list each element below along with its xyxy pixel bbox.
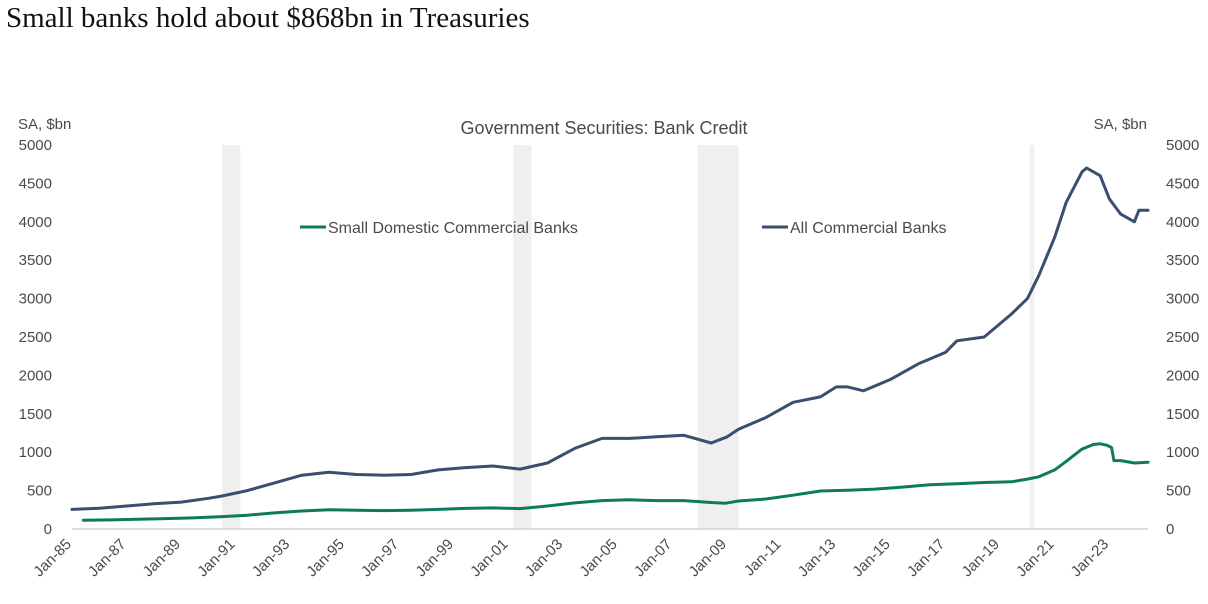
y-axis-label-left: SA, $bn [18,116,71,133]
series-line-all-banks [70,166,1150,511]
legend-label: All Commercial Banks [790,220,946,237]
x-tick-label: Jan-13 [795,536,839,580]
y-tick-left: 1000 [19,444,52,461]
recession-band-2 [513,145,532,529]
recession-band-4 [1029,145,1035,529]
x-tick-label: Jan-91 [194,536,238,580]
x-tick-label: Jan-97 [358,536,402,580]
x-tick-label: Jan-85 [30,536,74,580]
y-tick-right: 3500 [1166,252,1199,269]
legend-label: Small Domestic Commercial Banks [328,220,578,237]
x-tick-label: Jan-21 [1013,536,1057,580]
recession-band-1 [222,145,241,529]
x-tick-label: Jan-03 [522,536,566,580]
y-tick-left: 0 [44,521,52,538]
x-tick-labels: Jan-85 Jan-87 Jan-89 Jan-91 Jan-93 Jan-95 Jan-… [30,536,1112,580]
y-tick-left: 2000 [19,367,52,384]
y-tick-right: 1500 [1166,406,1199,423]
y-tick-right: 0 [1166,521,1174,538]
series-lines [70,166,1150,522]
y-tick-right: 4500 [1166,175,1199,192]
x-tick-label: Jan-87 [85,536,129,580]
recession-bands [222,145,1035,529]
y-tick-left: 500 [27,483,52,500]
x-tick-label: Jan-89 [140,536,184,580]
y-tick-right: 2500 [1166,329,1199,346]
y-tick-labels: 0 0 500 500 1000 1000 1500 1500 2000 2000 2500 2500… [19,137,1200,538]
x-tick-label: Jan-11 [741,536,785,580]
y-tick-left: 4000 [19,214,52,231]
x-tick-label: Jan-01 [467,536,511,580]
chart-title: Government Securities: Bank Credit [460,118,747,138]
y-tick-left: 5000 [19,137,52,154]
y-tick-left: 3000 [19,291,52,308]
headline: Small banks hold about $868bn in Treasur… [6,2,530,34]
legend: Small Domestic Commercial Banks All Comme… [300,220,946,237]
y-tick-right: 2000 [1166,367,1199,384]
y-tick-left: 3500 [19,252,52,269]
x-tick-label: Jan-07 [631,536,675,580]
y-tick-left: 4500 [19,175,52,192]
y-tick-right: 1000 [1166,444,1199,461]
x-tick-label: Jan-19 [959,536,1003,580]
x-tick-label: Jan-15 [849,536,893,580]
y-axis-label-right: SA, $bn [1094,116,1147,133]
x-tick-label: Jan-09 [686,536,730,580]
recession-band-3 [697,145,739,529]
y-tick-right: 500 [1166,483,1191,500]
x-tick-label: Jan-99 [413,536,457,580]
x-tick-label: Jan-93 [249,536,293,580]
x-tick-label: Jan-17 [904,536,948,580]
x-tick-label: Jan-05 [576,536,620,580]
y-tick-right: 4000 [1166,214,1199,231]
series-line-small-banks [81,442,1150,522]
x-tick-label: Jan-95 [303,536,347,580]
y-tick-right: 3000 [1166,291,1199,308]
y-tick-left: 2500 [19,329,52,346]
y-tick-left: 1500 [19,406,52,423]
x-tick-label: Jan-23 [1068,536,1112,580]
y-tick-right: 5000 [1166,137,1199,154]
